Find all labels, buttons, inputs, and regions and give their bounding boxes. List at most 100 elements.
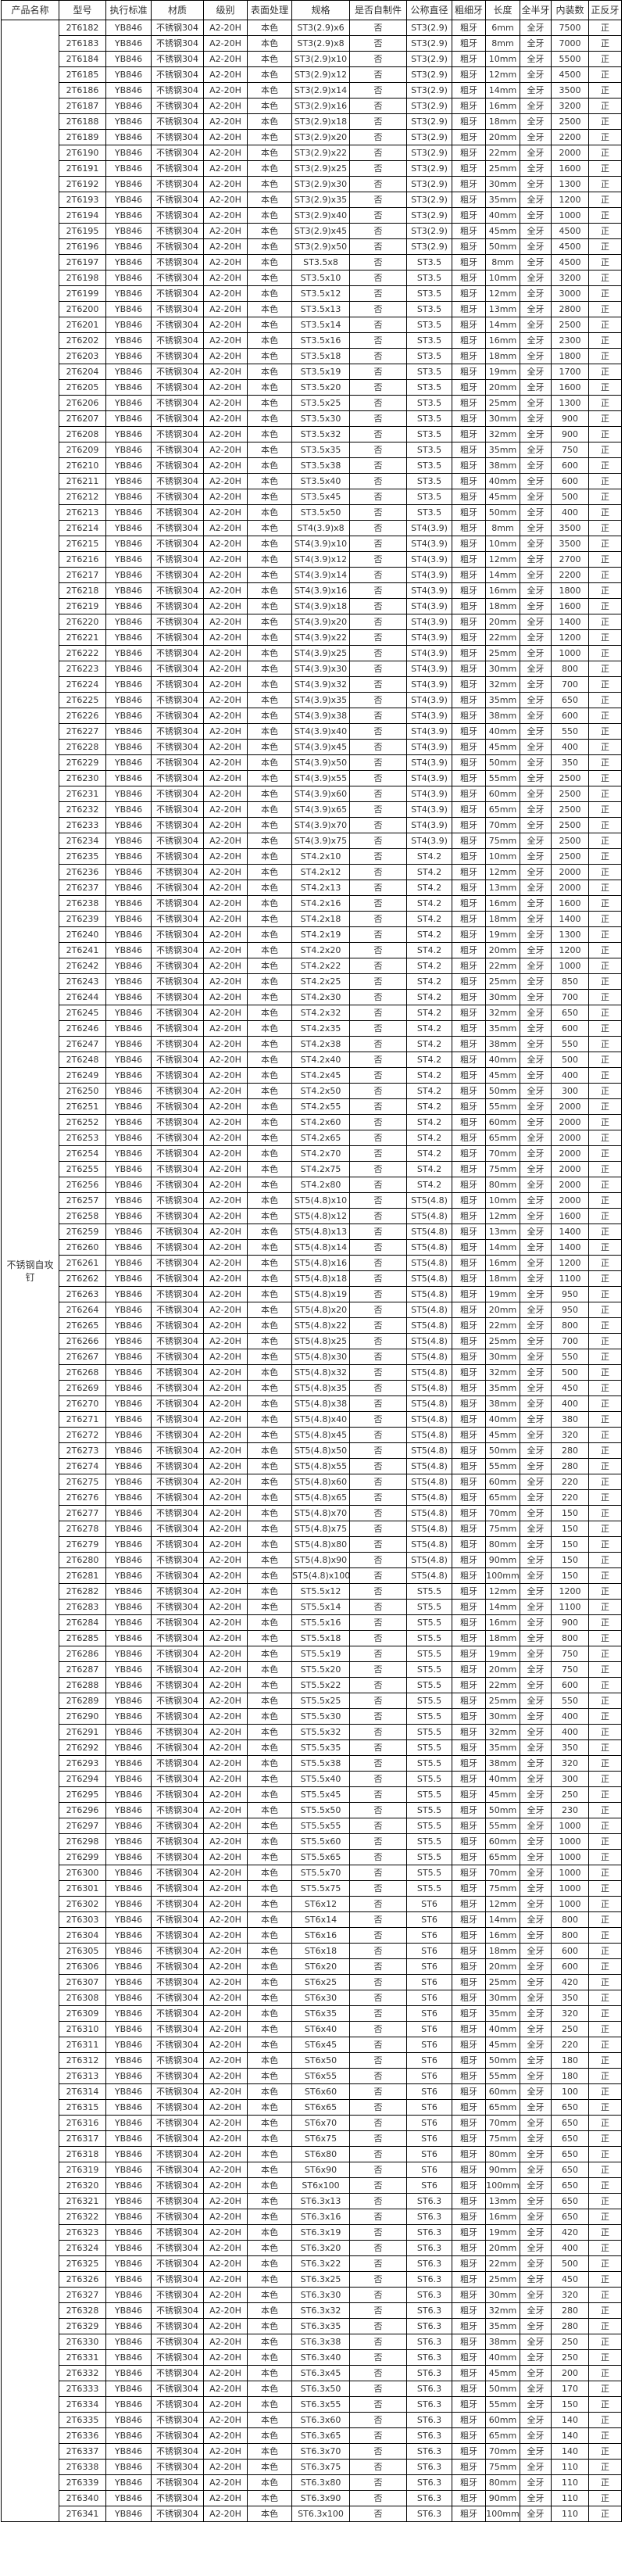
standard-cell: YB846: [105, 536, 152, 552]
model-cell: 2T6226: [59, 708, 106, 724]
spec-cell: ST5(4.8)x19: [291, 1286, 350, 1302]
model-cell: 2T6184: [59, 51, 106, 67]
thread-coverage-cell: 全牙: [520, 2037, 552, 2053]
box-qty-cell: 550: [551, 723, 589, 740]
nominal-diameter-cell: ST4(3.9): [406, 598, 452, 614]
nominal-diameter-cell: ST6: [406, 2099, 452, 2116]
box-qty-cell: 600: [551, 473, 589, 489]
thread-coverage-cell: 全牙: [520, 2255, 552, 2272]
standard-cell: YB846: [105, 1708, 152, 1725]
surface-cell: 本色: [247, 2302, 292, 2319]
box-qty-cell: 1000: [551, 1833, 589, 1850]
model-cell: 2T6240: [59, 926, 106, 943]
grade-cell: A2-20H: [203, 20, 248, 36]
standard-cell: YB846: [105, 332, 152, 349]
grade-cell: A2-20H: [203, 1911, 248, 1928]
model-cell: 2T6310: [59, 2021, 106, 2037]
surface-cell: 本色: [247, 2177, 292, 2194]
self-made-cell: 否: [349, 1911, 407, 1928]
table-row: 2T6284 YB846 不锈钢304 A2-20H 本色 ST5.5x16 否 ST5.5 粗…: [2, 1614, 622, 1631]
surface-cell: 本色: [247, 973, 292, 990]
length-cell: 35mm: [485, 1739, 520, 1756]
table-row: 2T6233 YB846 不锈钢304 A2-20H 本色 ST4(3.9)x70 否 ST4…: [2, 817, 622, 833]
table-row: 2T6218 YB846 不锈钢304 A2-20H 本色 ST4(3.9)x16 否 ST4…: [2, 582, 622, 599]
thread-coverage-cell: 全牙: [520, 1927, 552, 1944]
length-cell: 10mm: [485, 848, 520, 865]
thread-coverage-cell: 全牙: [520, 1849, 552, 1865]
model-cell: 2T6188: [59, 113, 106, 130]
box-qty-cell: 800: [551, 1630, 589, 1646]
thread-direction-cell: 正: [588, 82, 622, 99]
self-made-cell: 否: [349, 254, 407, 270]
self-made-cell: 否: [349, 2209, 407, 2225]
thread-coverage-cell: 全牙: [520, 1364, 552, 1381]
table-row: 2T6313 YB846 不锈钢304 A2-20H 本色 ST6x55 否 ST6 粗牙 55m…: [2, 2068, 622, 2084]
thread-type-cell: 粗牙: [452, 833, 486, 849]
box-qty-cell: 1000: [551, 1865, 589, 1881]
model-cell: 2T6195: [59, 223, 106, 239]
header-spec: 规格: [291, 0, 350, 20]
grade-cell: A2-20H: [203, 2474, 248, 2491]
grade-cell: A2-20H: [203, 629, 248, 646]
table-row: 2T6226 YB846 不锈钢304 A2-20H 本色 ST4(3.9)x38 否 ST4…: [2, 708, 622, 724]
standard-cell: YB846: [105, 207, 152, 224]
model-cell: 2T6234: [59, 833, 106, 849]
standard-cell: YB846: [105, 1661, 152, 1678]
material-cell: 不锈钢304: [151, 1677, 204, 1693]
thread-coverage-cell: 全牙: [520, 676, 552, 693]
spec-cell: ST4(3.9)x40: [291, 723, 350, 740]
standard-cell: YB846: [105, 1693, 152, 1709]
box-qty-cell: 2500: [551, 817, 589, 833]
thread-coverage-cell: 全牙: [520, 942, 552, 958]
box-qty-cell: 220: [551, 1474, 589, 1490]
spec-cell: ST6.3x40: [291, 2349, 350, 2366]
thread-coverage-cell: 全牙: [520, 2349, 552, 2366]
thread-type-cell: 粗牙: [452, 1380, 486, 1396]
surface-cell: 本色: [247, 1552, 292, 1568]
model-cell: 2T6204: [59, 364, 106, 380]
self-made-cell: 否: [349, 1083, 407, 1099]
spec-cell: ST4(3.9)x65: [291, 801, 350, 818]
length-cell: 20mm: [485, 1661, 520, 1678]
length-cell: 30mm: [485, 410, 520, 427]
standard-cell: YB846: [105, 848, 152, 865]
thread-direction-cell: 正: [588, 1458, 622, 1474]
spec-cell: ST5.5x45: [291, 1786, 350, 1803]
thread-coverage-cell: 全牙: [520, 2396, 552, 2413]
standard-cell: YB846: [105, 176, 152, 192]
length-cell: 100mm: [485, 1567, 520, 1584]
spec-cell: ST6.3x22: [291, 2255, 350, 2272]
thread-coverage-cell: 全牙: [520, 1145, 552, 1162]
model-cell: 2T6281: [59, 1567, 106, 1584]
length-cell: 10mm: [485, 536, 520, 552]
thread-type-cell: 粗牙: [452, 1818, 486, 1834]
box-qty-cell: 140: [551, 2427, 589, 2444]
thread-direction-cell: 正: [588, 1083, 622, 1099]
nominal-diameter-cell: ST3(2.9): [406, 223, 452, 239]
material-cell: 不锈钢304: [151, 2396, 204, 2413]
standard-cell: YB846: [105, 1005, 152, 1021]
thread-coverage-cell: 全牙: [520, 1818, 552, 1834]
thread-type-cell: 粗牙: [452, 629, 486, 646]
thread-type-cell: 粗牙: [452, 473, 486, 489]
model-cell: 2T6319: [59, 2162, 106, 2178]
grade-cell: A2-20H: [203, 113, 248, 130]
spec-cell: ST4.2x50: [291, 1083, 350, 1099]
table-row: 2T6196 YB846 不锈钢304 A2-20H 本色 ST3(2.9)x50 否 ST3…: [2, 238, 622, 255]
box-qty-cell: 1200: [551, 192, 589, 208]
table-row: 2T6321 YB846 不锈钢304 A2-20H 本色 ST6.3x13 否 ST6.3 粗…: [2, 2193, 622, 2209]
grade-cell: A2-20H: [203, 2427, 248, 2444]
material-cell: 不锈钢304: [151, 2271, 204, 2288]
standard-cell: YB846: [105, 2381, 152, 2397]
table-row: 2T6215 YB846 不锈钢304 A2-20H 本色 ST4(3.9)x10 否 ST4…: [2, 536, 622, 552]
surface-cell: 本色: [247, 1145, 292, 1162]
box-qty-cell: 280: [551, 2302, 589, 2319]
material-cell: 不锈钢304: [151, 1364, 204, 1381]
material-cell: 不锈钢304: [151, 2334, 204, 2350]
table-row: 2T6334 YB846 不锈钢304 A2-20H 本色 ST6.3x55 否 ST6.3 粗…: [2, 2396, 622, 2413]
self-made-cell: 否: [349, 2302, 407, 2319]
thread-direction-cell: 正: [588, 1943, 622, 1959]
model-cell: 2T6299: [59, 1849, 106, 1865]
grade-cell: A2-20H: [203, 207, 248, 224]
thread-type-cell: 粗牙: [452, 1083, 486, 1099]
